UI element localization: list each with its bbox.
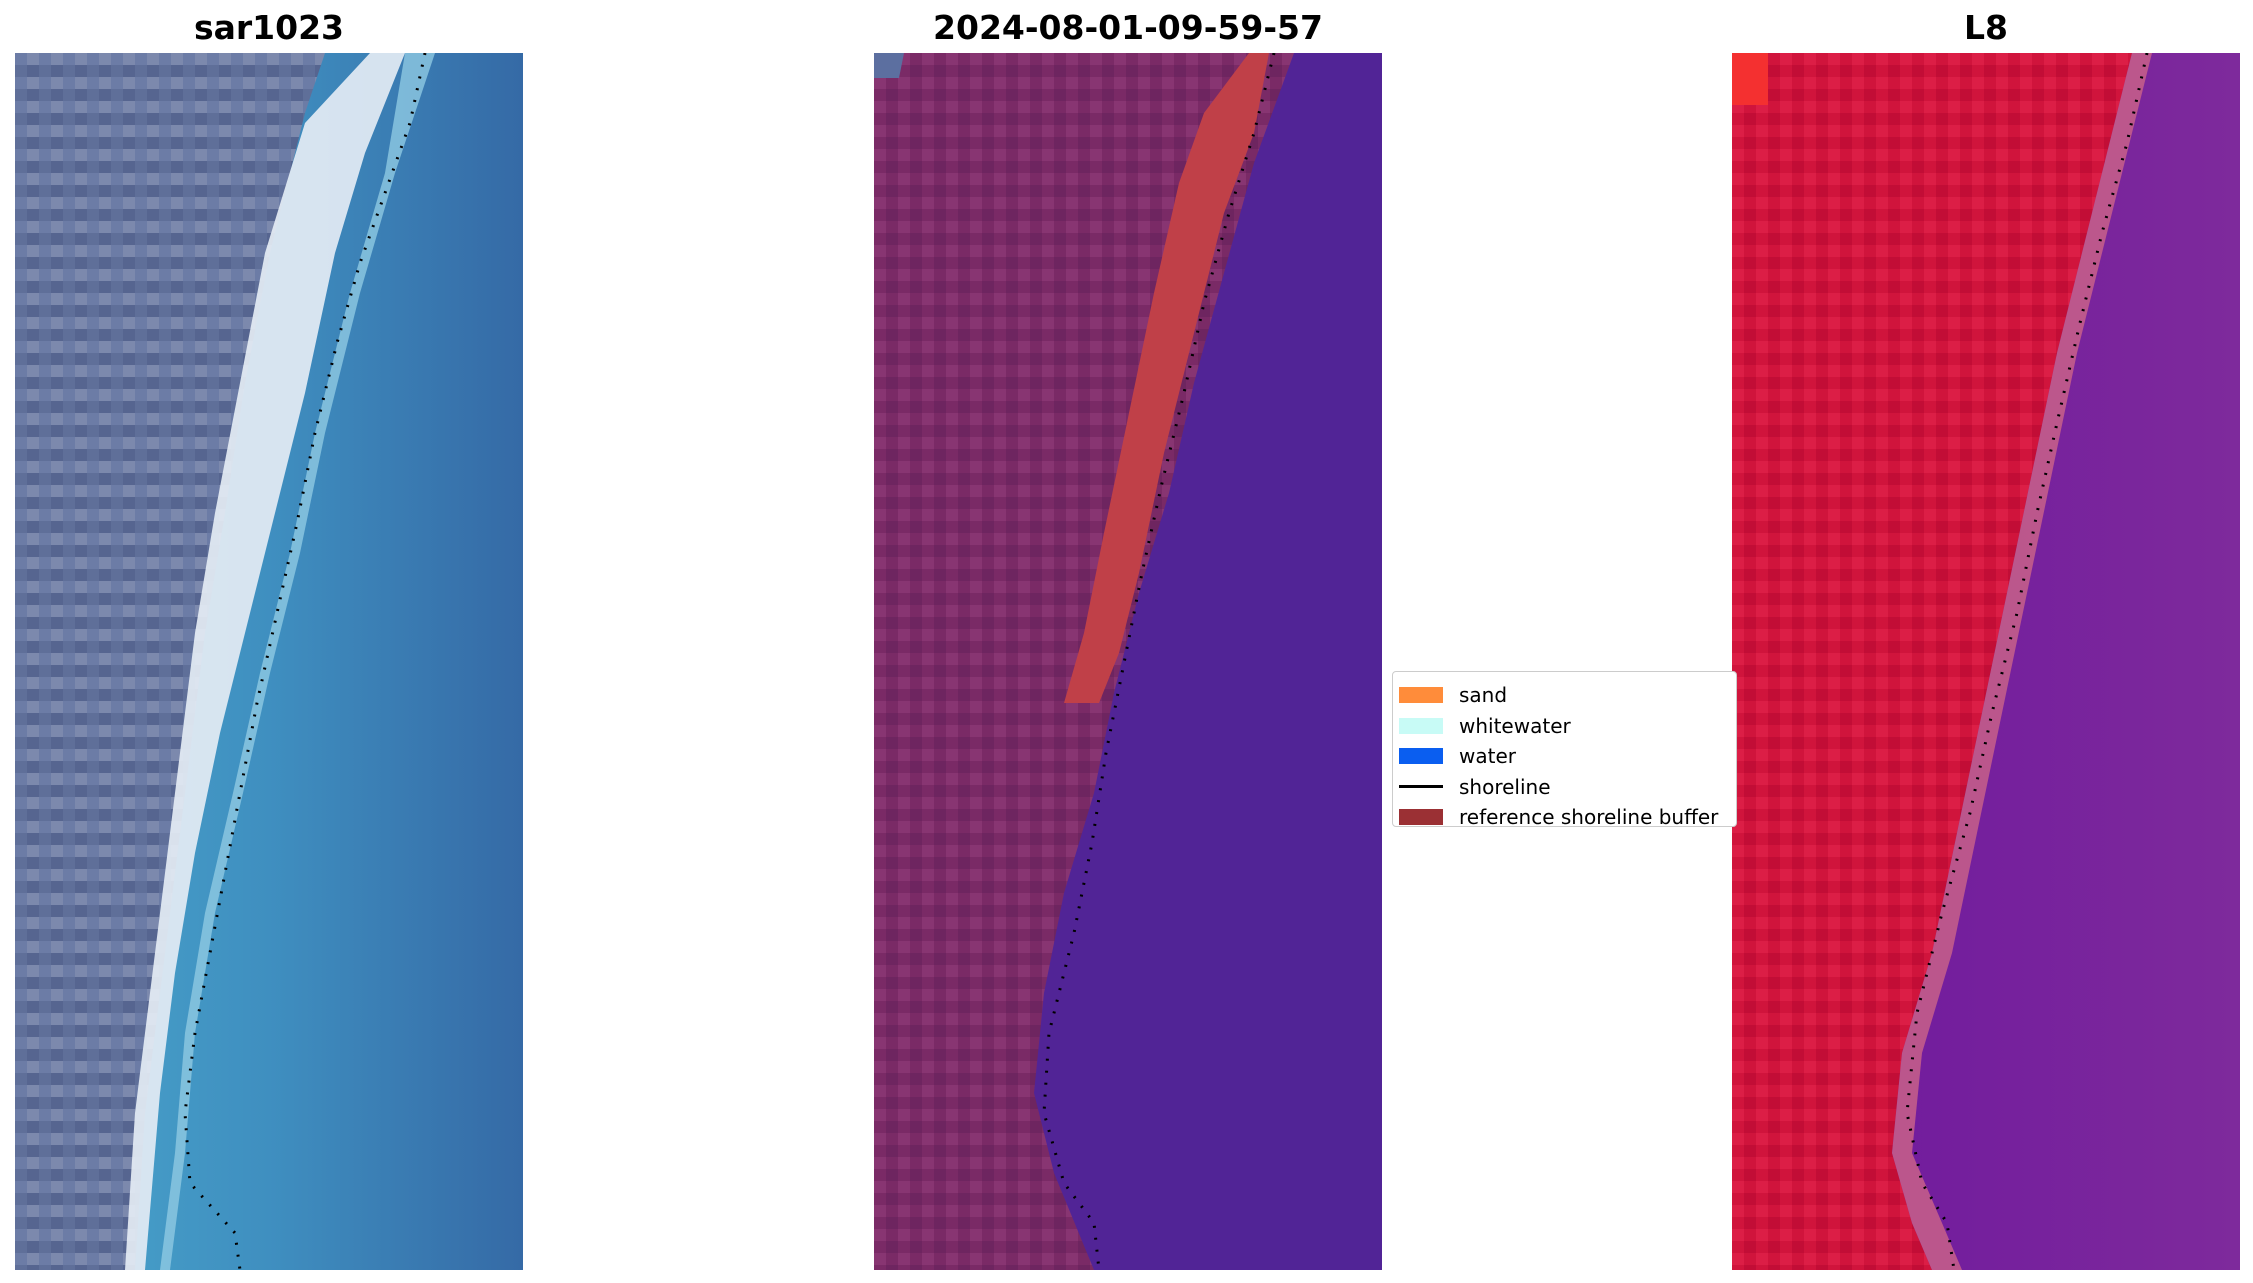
- panel-title-l8: L8: [1964, 8, 2008, 47]
- legend-item-shoreline: shoreline: [1399, 772, 1736, 803]
- legend-label: shoreline: [1459, 774, 1551, 799]
- legend-label: sand: [1459, 683, 1508, 708]
- legend-item-whitewater: whitewater: [1399, 711, 1736, 742]
- panel-title-date: 2024-08-01-09-59-57: [933, 8, 1323, 47]
- panel-title-sar1023: sar1023: [193, 8, 345, 47]
- legend-item-sand: sand: [1399, 680, 1736, 711]
- legend: sand whitewater water shoreline referenc…: [1392, 671, 1737, 829]
- satellite-image-rgb: [15, 53, 523, 1270]
- buffer-swatch-icon: [1399, 809, 1443, 826]
- l8-false-color-image: [1732, 53, 2240, 1270]
- water-swatch-icon: [1399, 748, 1443, 765]
- sand-swatch-icon: [1399, 687, 1443, 704]
- legend-label: whitewater: [1459, 713, 1571, 738]
- legend-item-reference-shoreline-buffer: reference shoreline buffer: [1399, 802, 1736, 833]
- legend-item-water: water: [1399, 741, 1736, 772]
- classified-image: [874, 53, 1382, 1270]
- whitewater-swatch-icon: [1399, 717, 1443, 734]
- legend-label: reference shoreline buffer: [1459, 805, 1719, 830]
- shoreline-line-icon: [1399, 785, 1443, 789]
- legend-label: water: [1459, 744, 1516, 769]
